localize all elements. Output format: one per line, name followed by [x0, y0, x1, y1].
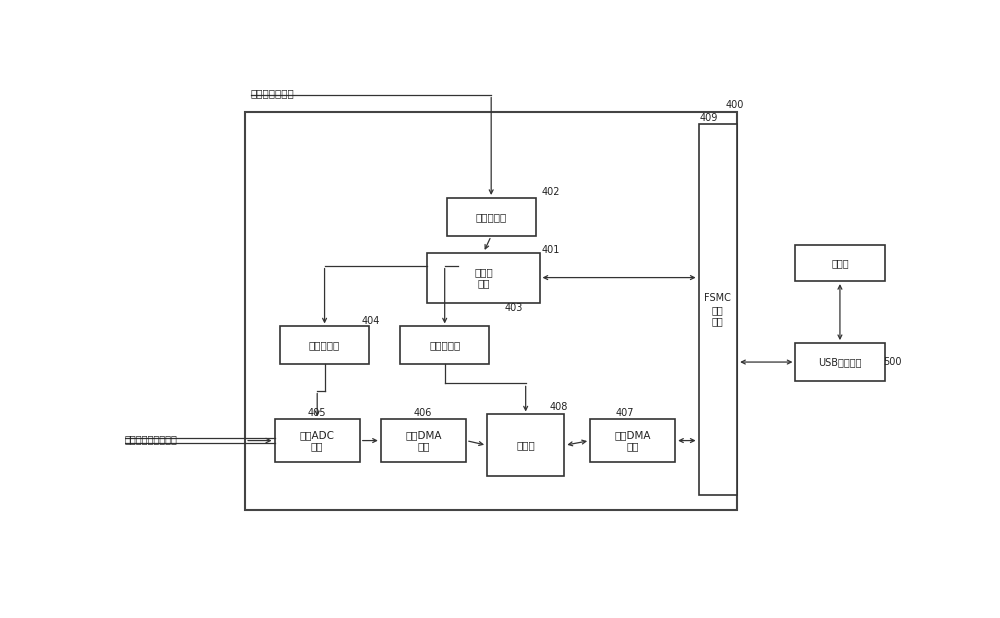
Bar	[280, 326, 369, 365]
Text: 408: 408	[550, 402, 568, 412]
Text: 第一定时器: 第一定时器	[476, 212, 507, 222]
Text: FSMC
接口
模块: FSMC 接口 模块	[704, 293, 731, 326]
Text: 409: 409	[700, 113, 718, 123]
Text: 存储器: 存储器	[516, 441, 535, 451]
Bar	[795, 343, 885, 381]
Text: 第三定时器: 第三定时器	[309, 341, 340, 350]
Bar	[698, 124, 737, 495]
Bar	[245, 112, 737, 510]
Text: 407: 407	[616, 408, 634, 418]
Text: 第二DMA
模块: 第二DMA 模块	[614, 430, 651, 451]
Text: 单片机
内核: 单片机 内核	[474, 267, 493, 289]
Text: 404: 404	[361, 316, 380, 326]
Text: 第一ADC
模块: 第一ADC 模块	[300, 430, 335, 451]
Text: 第一DMA
模块: 第一DMA 模块	[405, 430, 442, 451]
Bar	[487, 415, 564, 476]
Bar	[381, 419, 466, 462]
Text: 406: 406	[413, 408, 432, 418]
Text: 第二定时器: 第二定时器	[429, 341, 460, 350]
Bar	[400, 326, 489, 365]
Text: 401: 401	[542, 245, 560, 255]
Text: 第一路低通模拟信号: 第一路低通模拟信号	[125, 434, 178, 444]
Bar	[447, 198, 536, 236]
Text: 405: 405	[308, 408, 326, 418]
Text: 403: 403	[505, 303, 523, 313]
Bar	[275, 419, 360, 462]
Text: 500: 500	[883, 357, 901, 366]
Text: 402: 402	[542, 187, 560, 197]
Bar	[795, 245, 885, 281]
Bar	[590, 419, 675, 462]
Text: 上位机: 上位机	[831, 258, 849, 268]
Text: USB接口芯片: USB接口芯片	[818, 357, 862, 367]
Bar	[427, 253, 540, 303]
Text: 400: 400	[726, 100, 744, 110]
Text: 第一路方波信号: 第一路方波信号	[251, 88, 294, 98]
